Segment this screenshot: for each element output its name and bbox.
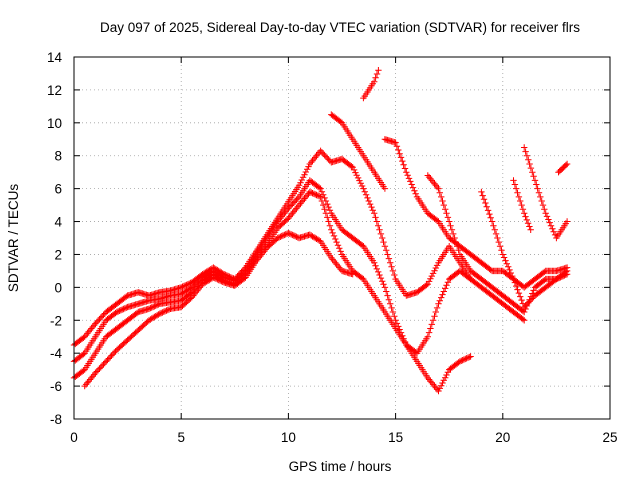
series-points bbox=[360, 67, 382, 102]
chart-title: Day 097 of 2025, Sidereal Day-to-day VTE… bbox=[100, 20, 580, 35]
x-tick-label: 0 bbox=[70, 430, 78, 445]
series-10 bbox=[510, 177, 534, 233]
series-points bbox=[521, 144, 571, 242]
y-tick-label: 0 bbox=[54, 280, 62, 295]
y-tick-label: 14 bbox=[47, 50, 63, 65]
series-points bbox=[424, 172, 571, 316]
series-points bbox=[381, 136, 571, 291]
y-tick-label: 8 bbox=[54, 149, 62, 164]
series-points bbox=[478, 188, 571, 311]
series-5 bbox=[328, 111, 389, 192]
y-tick-label: 10 bbox=[47, 116, 62, 131]
y-tick-label: 12 bbox=[47, 83, 62, 98]
series-8 bbox=[424, 172, 571, 316]
series-points bbox=[81, 229, 356, 390]
series-11 bbox=[521, 144, 571, 242]
series-4 bbox=[81, 229, 356, 390]
series-12 bbox=[555, 160, 571, 176]
y-tick-label: 4 bbox=[54, 215, 62, 230]
tick-labels: 0 5 10 15 20 25 -8 -6 -4 -2 0 2 4 6 8 10 12 14 bbox=[47, 50, 618, 445]
series-9 bbox=[478, 188, 571, 311]
x-tick-label: 25 bbox=[602, 430, 617, 445]
axis-ticks bbox=[73, 56, 611, 420]
x-tick-label: 5 bbox=[177, 430, 185, 445]
x-tick-label: 15 bbox=[388, 430, 403, 445]
series-6 bbox=[360, 67, 382, 102]
data-points bbox=[70, 67, 571, 395]
series-7 bbox=[381, 136, 571, 291]
series-points bbox=[328, 111, 389, 192]
y-tick-label: 6 bbox=[54, 182, 62, 197]
y-tick-label: -8 bbox=[50, 412, 62, 427]
y-tick-label: -4 bbox=[50, 346, 62, 361]
x-axis-label: GPS time / hours bbox=[289, 459, 392, 474]
plot-frame bbox=[73, 56, 611, 420]
x-tick-label: 20 bbox=[495, 430, 510, 445]
series-points bbox=[510, 177, 534, 233]
grid bbox=[74, 57, 610, 419]
y-tick-label: -6 bbox=[50, 379, 62, 394]
y-tick-label: 2 bbox=[54, 247, 62, 262]
y-axis-label: SDTVAR / TECUs bbox=[6, 184, 21, 293]
x-tick-label: 10 bbox=[281, 430, 296, 445]
series-points bbox=[555, 160, 571, 176]
y-tick-label: -2 bbox=[50, 313, 62, 328]
